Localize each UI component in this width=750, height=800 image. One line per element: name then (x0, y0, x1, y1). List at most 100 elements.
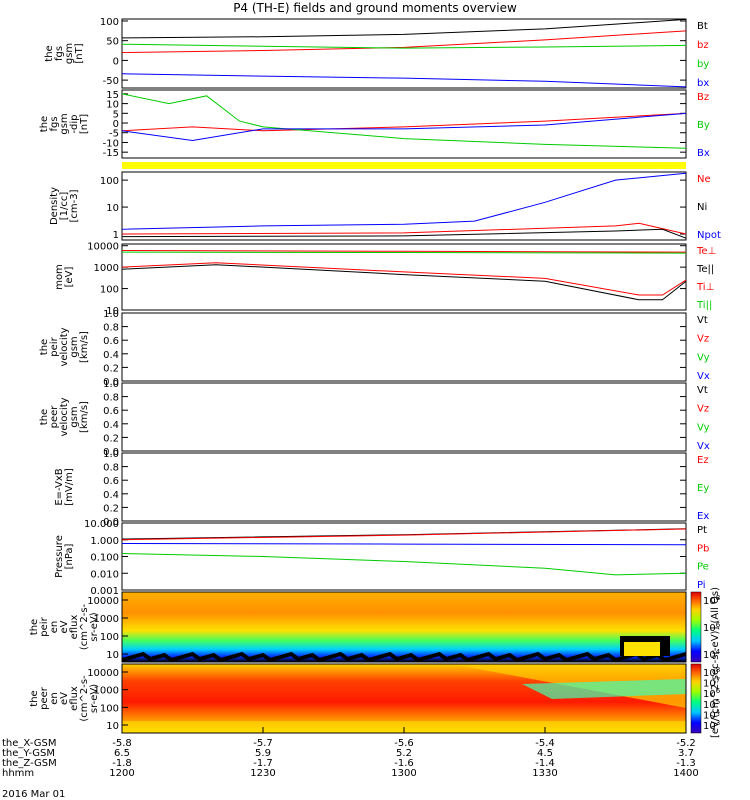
y-axis-label: Density [1/cc] [cm-3] (49, 187, 80, 225)
y-axis-label-line: [km/s] (79, 401, 90, 433)
y-tick-label: 0.8 (103, 393, 119, 404)
legend-te: Te⊥ (696, 246, 716, 257)
y-tick-label: 10 (106, 306, 119, 317)
y-axis-label-line: eflux (69, 686, 80, 711)
colorbar-tick: 104 (703, 648, 721, 661)
y-axis-label: the fgs gsm -dip [nT] (39, 113, 90, 134)
chart-title: P4 (TH-E) fields and ground moments over… (233, 1, 517, 15)
y-tick-label: 0.6 (103, 476, 119, 487)
y-axis-label: the fgs gsm [nT] (44, 43, 85, 64)
y-tick-label: 0 (113, 119, 119, 130)
y-tick-label: 100 (100, 703, 119, 714)
y-axis-label-line: [km/s] (79, 331, 90, 363)
legend-vx: Vx (697, 441, 710, 452)
legend-bz: bz (697, 40, 709, 51)
panel-frame (121, 382, 687, 452)
y-axis-label-line: eflux (69, 615, 80, 640)
x-row-value: -1.7 (253, 758, 273, 769)
legend-ez: Ez (697, 455, 709, 466)
y-tick-label: -10 (103, 138, 119, 149)
y-tick-label: 100 (100, 176, 119, 187)
y-tick-label: 0.001 (90, 586, 119, 597)
series-line-pi (121, 542, 687, 546)
y-tick-label: 5 (113, 109, 119, 120)
legend-bz: Bz (697, 92, 709, 103)
y-tick-label: 10 (106, 203, 119, 214)
x-row-value: 1300 (391, 768, 416, 779)
y-axis-label-line: gsm (64, 43, 75, 64)
y-axis-label-line: en (49, 692, 60, 705)
panel-peer_velocity: 1.0 0.8 0.6 0.4 0.2 0.0 Vt Vz Vy Vx the peer velocit… (39, 379, 710, 458)
y-axis-label-line: gsm (59, 113, 70, 134)
series-line-ti (121, 251, 687, 254)
panel-pressure: 10.000 1.000 0.100 0.010 0.001 Pt Pb Pe Pi Pressu… (54, 519, 709, 597)
y-axis-label-line: peer (49, 405, 60, 429)
electron-band-region (522, 679, 686, 699)
x-row-value: 5.9 (255, 748, 271, 759)
y-axis-label-line: the (39, 339, 50, 355)
y-tick-label: 10.000 (84, 519, 119, 530)
series-line-by (121, 93, 687, 149)
legend-ti: Ti⊥ (696, 282, 714, 293)
x-row-value: 3.7 (678, 748, 694, 759)
y-tick-label: 10 (106, 650, 119, 661)
ion-hot-region (624, 642, 660, 656)
y-axis-label-line: [eV] (64, 267, 75, 288)
y-axis-label-line: the (29, 690, 40, 706)
y-tick-label: 1.0 (103, 449, 119, 460)
legend-bx: Bx (697, 148, 710, 159)
panel-frame (121, 591, 687, 663)
y-axis-label-line: velocity (59, 397, 70, 436)
series-line-bz (121, 30, 687, 54)
y-tick-label: 10000 (87, 596, 119, 607)
y-tick-label: 0.2 (103, 503, 119, 514)
y-axis-label-line: peir (49, 336, 60, 356)
x-row-value: 6.5 (114, 748, 130, 759)
x-row-label: the_Y-GSM (2, 748, 55, 759)
y-tick-label: -50 (103, 76, 119, 87)
y-axis-label-line: [cm-3] (69, 189, 80, 222)
y-axis-label-line: fgs (49, 116, 60, 131)
y-axis-label: the peir velocity gsm [km/s] (39, 327, 90, 366)
x-row-value: 1330 (532, 768, 557, 779)
y-axis-label: mom [eV] (54, 264, 75, 290)
legend-vy: Vy (697, 352, 710, 363)
y-tick-label: 0.4 (103, 350, 119, 361)
panel-peir_eflux: 10000 1000 100 10 108 106 104 the peir en eV eflux(… (29, 591, 721, 663)
y-axis-label-line: peir (39, 616, 50, 636)
ion-noise-band (121, 651, 687, 663)
y-axis-label-line: [nT] (74, 43, 85, 63)
y-tick-label: 50 (106, 37, 119, 48)
y-tick-label: 1.0 (103, 379, 119, 390)
legend-ne: Ne (697, 174, 711, 185)
y-axis-label-line: mom (54, 264, 65, 290)
ion-spectrogram (122, 592, 686, 662)
series-line-te (121, 264, 687, 301)
series-line-te (121, 262, 687, 296)
x-row-label: the_Z-GSM (2, 758, 57, 769)
y-tick-label: 1.0 (103, 309, 119, 320)
y-axis-label-line: en (49, 621, 60, 634)
colorbar (690, 663, 702, 734)
panel-frame (121, 89, 687, 159)
x-row-value: 4.5 (537, 748, 553, 759)
y-axis-label-line: the (39, 116, 50, 132)
y-axis-label: Pressure [nPa] (54, 535, 75, 578)
y-axis-label: the peir en eV eflux (cm^2-s-sr-eV) (29, 603, 100, 650)
x-row-value: -1.3 (676, 758, 696, 769)
legend-pi: Pi (697, 580, 706, 591)
x-row-value: 1200 (109, 768, 134, 779)
y-tick-label: 0.2 (103, 433, 119, 444)
x-axis-date: 2016 Mar 01 (2, 789, 65, 800)
y-tick-label: 10000 (87, 668, 119, 679)
y-tick-label: 0.4 (103, 490, 119, 501)
x-row-value: -5.7 (253, 738, 273, 749)
y-axis-label-line: Pressure (54, 535, 65, 578)
y-axis-label-line: eV (59, 692, 70, 705)
y-tick-label: 0.8 (103, 463, 119, 474)
series-line-ti (121, 249, 687, 253)
x-row-value: -1.4 (535, 758, 555, 769)
y-axis-label-line: eV (59, 620, 70, 633)
